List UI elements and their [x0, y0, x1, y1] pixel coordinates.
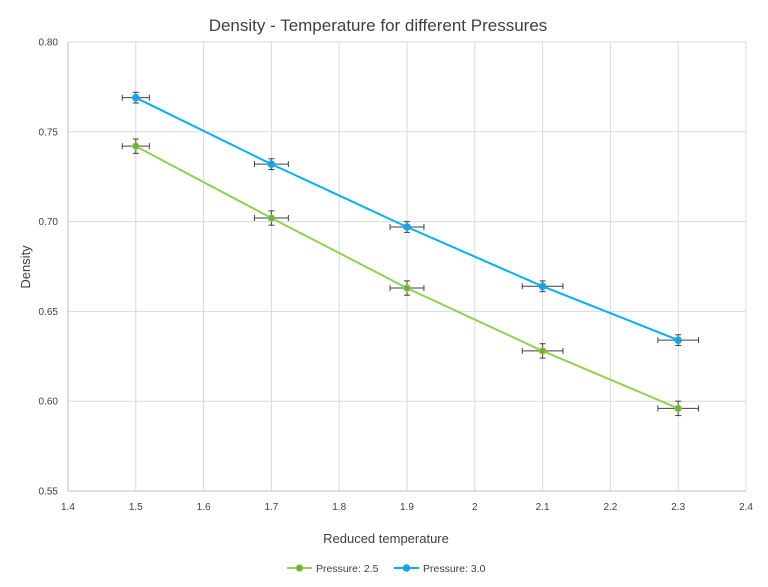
legend-swatch-marker	[402, 564, 411, 572]
x-tick-label: 2	[472, 502, 478, 513]
data-point	[674, 336, 683, 344]
y-tick-label: 0.55	[39, 487, 59, 498]
data-point	[267, 214, 276, 222]
x-tick-label: 1.5	[129, 502, 143, 513]
data-point	[132, 93, 140, 102]
y-axis-label: Density	[18, 245, 33, 289]
x-tick-label: 2.3	[671, 502, 685, 513]
series-pressure-3-0	[121, 91, 700, 347]
y-tick-label: 0.70	[39, 217, 59, 228]
legend-label: Pressure: 3.0	[423, 563, 486, 575]
x-tick-label: 1.7	[264, 502, 278, 513]
data-point	[267, 160, 276, 168]
x-tick-label: 1.8	[332, 502, 346, 513]
y-tick-label: 0.80	[39, 38, 59, 49]
data-point	[403, 223, 411, 231]
legend-item-pressure-2-5: Pressure: 2.5	[287, 563, 379, 575]
data-point	[403, 284, 411, 292]
y-tick-label: 0.75	[39, 127, 59, 138]
plot-area	[121, 91, 700, 417]
x-tick-label: 1.4	[61, 502, 75, 513]
legend-item-pressure-3-0: Pressure: 3.0	[394, 563, 486, 575]
data-point	[132, 142, 140, 150]
data-point	[674, 404, 683, 413]
x-axis-label: Reduced temperature	[323, 531, 449, 546]
data-point	[538, 282, 547, 291]
axes: 1.4 1.5 1.6 1.7 1.8 1.9 2 2.1 2.2 2.3 2.4 0.55 0.60 0…	[39, 38, 754, 514]
legend-label: Pressure: 2.5	[316, 563, 379, 575]
x-tick-label: 1.9	[400, 502, 414, 513]
x-tick-label: 2.2	[603, 502, 617, 513]
y-tick-label: 0.60	[39, 397, 59, 408]
x-tick-label: 1.6	[197, 502, 211, 513]
x-tick-label: 2.4	[739, 502, 753, 513]
series-pressure-2-5	[121, 138, 700, 417]
grid	[68, 41, 747, 491]
legend-swatch-marker	[295, 564, 304, 572]
legend: Pressure: 2.5 Pressure: 3.0	[287, 563, 486, 575]
data-point	[538, 347, 547, 355]
y-tick-label: 0.65	[39, 307, 59, 318]
x-tick-label: 2.1	[536, 502, 550, 513]
chart-title: Density - Temperature for different Pres…	[209, 16, 548, 35]
